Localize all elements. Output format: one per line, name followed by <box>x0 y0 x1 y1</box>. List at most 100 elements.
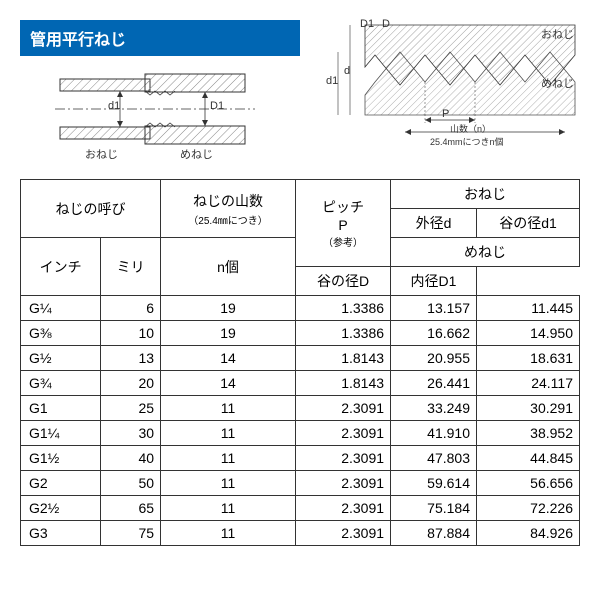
thread-note: 25.4mmにつきn個 <box>430 135 504 148</box>
hdr-onegji: おねじ <box>391 180 580 209</box>
cell-inch: G⅜ <box>21 321 101 346</box>
cell-inch: G1¼ <box>21 421 101 446</box>
cell-d: 41.910 <box>391 421 477 446</box>
cell-d1: 84.926 <box>476 521 579 546</box>
cell-inch: G½ <box>21 346 101 371</box>
label-onegji: おねじ <box>85 146 118 162</box>
table-row: G2½65112.309175.18472.226 <box>21 496 580 521</box>
title-bar: 管用平行ねじ <box>20 20 300 56</box>
cell-n: 19 <box>161 296 296 321</box>
hdr-yamasu-sub: （25.4㎜につき） <box>188 216 267 227</box>
cell-p: 2.3091 <box>296 396 391 421</box>
hdr-gaikei-d: 外径d <box>391 209 477 238</box>
thread-onegji: おねじ <box>541 26 574 42</box>
cell-d: 33.249 <box>391 396 477 421</box>
cell-miri: 75 <box>101 521 161 546</box>
cell-p: 2.3091 <box>296 421 391 446</box>
thread-yamasu: 山数（n） <box>450 122 491 135</box>
cell-n: 11 <box>161 471 296 496</box>
left-block: 管用平行ねじ <box>20 20 300 164</box>
cell-n: 11 <box>161 496 296 521</box>
hdr-yamasu-t: ねじの山数 <box>193 193 263 209</box>
cell-inch: G¼ <box>21 296 101 321</box>
table-row: G1¼30112.309141.91038.952 <box>21 421 580 446</box>
hdr-tani-D: 谷の径D <box>296 267 391 296</box>
cell-p: 2.3091 <box>296 471 391 496</box>
cell-miri: 20 <box>101 371 161 396</box>
hdr-yamasu: ねじの山数 （25.4㎜につき） <box>161 180 296 238</box>
cell-p: 2.3091 <box>296 521 391 546</box>
cell-d1: 11.445 <box>476 296 579 321</box>
cell-inch: G2½ <box>21 496 101 521</box>
cell-n: 14 <box>161 371 296 396</box>
cell-d1: 14.950 <box>476 321 579 346</box>
thread-d1: d1 <box>326 75 338 87</box>
table-body: G¼6191.338613.15711.445G⅜10191.338616.66… <box>21 296 580 546</box>
table-row: G375112.309187.88484.926 <box>21 521 580 546</box>
hdr-pitch: ピッチ P （参考） <box>296 180 391 267</box>
thread-menegji: めねじ <box>541 75 574 91</box>
hdr-pitch-t: ピッチ <box>322 199 364 215</box>
cell-p: 1.3386 <box>296 296 391 321</box>
cell-inch: G¾ <box>21 371 101 396</box>
cell-inch: G1 <box>21 396 101 421</box>
thread-D: D <box>382 18 390 30</box>
cell-d1: 30.291 <box>476 396 579 421</box>
cell-p: 1.3386 <box>296 321 391 346</box>
table-row: G250112.309159.61456.656 <box>21 471 580 496</box>
cell-n: 11 <box>161 446 296 471</box>
cell-d: 16.662 <box>391 321 477 346</box>
thread-table: ねじの呼び ねじの山数 （25.4㎜につき） ピッチ P （参考） おねじ 外径… <box>20 179 580 546</box>
cell-d: 59.614 <box>391 471 477 496</box>
cell-d1: 56.656 <box>476 471 579 496</box>
cell-miri: 25 <box>101 396 161 421</box>
cell-d1: 44.845 <box>476 446 579 471</box>
cell-d: 26.441 <box>391 371 477 396</box>
cell-d: 13.157 <box>391 296 477 321</box>
cell-p: 2.3091 <box>296 446 391 471</box>
table-row: G½13141.814320.95518.631 <box>21 346 580 371</box>
table-row: G⅜10191.338616.66214.950 <box>21 321 580 346</box>
cell-miri: 6 <box>101 296 161 321</box>
label-menegji: めねじ <box>180 146 213 162</box>
table-row: G¼6191.338613.15711.445 <box>21 296 580 321</box>
cell-n: 11 <box>161 396 296 421</box>
hdr-menegji: めねじ <box>391 238 580 267</box>
cell-d1: 72.226 <box>476 496 579 521</box>
pipe-diagram: d1 D1 おねじ めねじ <box>30 64 290 164</box>
cell-n: 11 <box>161 521 296 546</box>
table-row: G1½40112.309147.80344.845 <box>21 446 580 471</box>
cell-inch: G3 <box>21 521 101 546</box>
cell-d: 20.955 <box>391 346 477 371</box>
hdr-inch: インチ <box>21 238 101 296</box>
thread-diagram: おねじ めねじ D1 D d1 d P 山数（n） 25.4mmにつきn個 <box>320 20 580 150</box>
hdr-miri: ミリ <box>101 238 161 296</box>
hdr-nko: n個 <box>161 238 296 296</box>
cell-miri: 30 <box>101 421 161 446</box>
cell-n: 19 <box>161 321 296 346</box>
cell-d1: 18.631 <box>476 346 579 371</box>
cell-d1: 38.952 <box>476 421 579 446</box>
table-row: G¾20141.814326.44124.117 <box>21 371 580 396</box>
cell-d1: 24.117 <box>476 371 579 396</box>
label-d1: d1 <box>108 100 120 112</box>
hdr-pitch-note: （参考） <box>323 238 363 249</box>
cell-d: 75.184 <box>391 496 477 521</box>
thread-D1: D1 <box>360 18 374 30</box>
cell-p: 1.8143 <box>296 346 391 371</box>
thread-P: P <box>442 108 449 120</box>
cell-d: 87.884 <box>391 521 477 546</box>
cell-n: 14 <box>161 346 296 371</box>
cell-miri: 10 <box>101 321 161 346</box>
right-block: おねじ めねじ D1 D d1 d P 山数（n） 25.4mmにつきn個 <box>320 20 580 164</box>
hdr-naikei-D1: 内径D1 <box>391 267 477 296</box>
cell-p: 1.8143 <box>296 371 391 396</box>
cell-p: 2.3091 <box>296 496 391 521</box>
cell-miri: 65 <box>101 496 161 521</box>
cell-miri: 50 <box>101 471 161 496</box>
cell-miri: 13 <box>101 346 161 371</box>
hdr-tani-d1: 谷の径d1 <box>476 209 579 238</box>
table-row: G125112.309133.24930.291 <box>21 396 580 421</box>
cell-inch: G1½ <box>21 446 101 471</box>
top-section: 管用平行ねじ <box>20 20 580 164</box>
